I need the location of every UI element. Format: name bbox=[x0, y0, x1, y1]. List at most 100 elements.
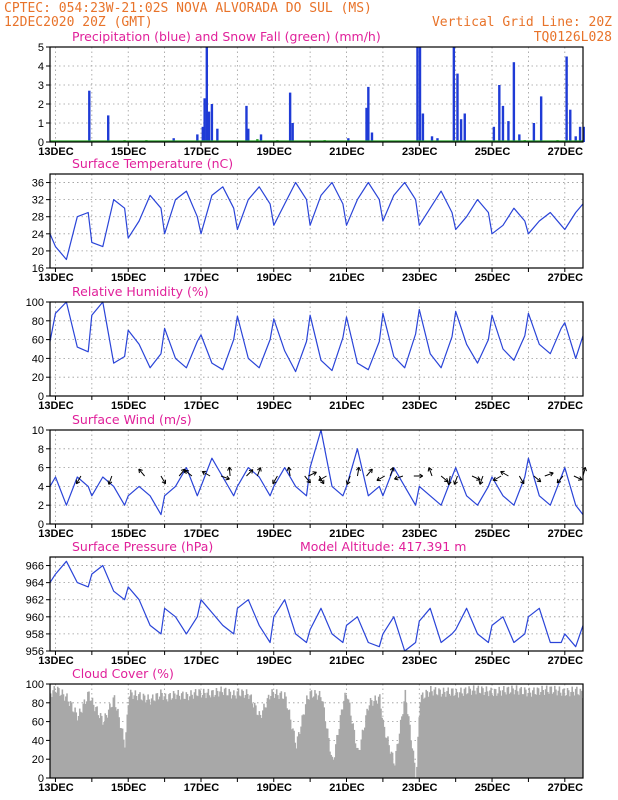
wind-arrow bbox=[573, 475, 583, 481]
wind-arrow-shaft bbox=[448, 475, 451, 485]
cloud-bar bbox=[560, 695, 563, 778]
cloud-bar bbox=[490, 687, 492, 778]
cloud-bar bbox=[78, 708, 81, 778]
cloud-bar bbox=[467, 693, 469, 778]
wind-arrow bbox=[366, 468, 373, 477]
y-tick-label: 80 bbox=[32, 316, 44, 328]
cloud-bar bbox=[573, 695, 576, 778]
precip-bar bbox=[288, 92, 292, 142]
wind-arrow-head bbox=[257, 467, 261, 471]
cloud-bar bbox=[332, 759, 335, 778]
cloud-bar bbox=[221, 692, 224, 778]
cloud-bar bbox=[207, 688, 210, 778]
cloud-bar bbox=[125, 732, 127, 778]
wind-arrow-shaft bbox=[440, 475, 449, 483]
cloud-bar bbox=[313, 696, 315, 778]
cloud-bar bbox=[292, 728, 294, 778]
cloud-bar bbox=[398, 733, 401, 778]
cloud-bar bbox=[153, 700, 155, 778]
cloud-bar bbox=[92, 704, 95, 778]
cloud-bar bbox=[390, 751, 393, 778]
precip-bar bbox=[498, 85, 501, 142]
wind-arrow-head bbox=[419, 473, 424, 477]
wind-arrow-head bbox=[419, 475, 424, 479]
x-tick-label: 17DEC bbox=[184, 272, 220, 284]
cloud-bar bbox=[450, 688, 453, 778]
wind-arrow bbox=[492, 475, 502, 482]
header-date: 12DEC2020 20Z (GMT) bbox=[4, 15, 153, 30]
cloud-bar bbox=[171, 698, 174, 778]
cloud-bar bbox=[353, 729, 356, 778]
cloud-bar bbox=[519, 688, 521, 778]
cloud-bar bbox=[514, 689, 517, 778]
cloud-bar bbox=[578, 695, 580, 778]
y-tick-label: 1 bbox=[38, 118, 44, 130]
cloud-bar bbox=[419, 702, 422, 778]
cloud-bar bbox=[505, 694, 507, 778]
cloud-bar bbox=[361, 729, 364, 778]
wind-arrow-shaft bbox=[366, 468, 373, 477]
cloud-bar bbox=[352, 723, 354, 778]
x-tick-label: 23DEC bbox=[402, 272, 438, 284]
wind-arrow-shaft bbox=[272, 475, 278, 485]
cloud-bar bbox=[405, 702, 408, 778]
cloud-bar bbox=[255, 705, 257, 778]
cloud-bar bbox=[295, 748, 298, 778]
cloud-bar bbox=[69, 701, 72, 778]
cloud-bar bbox=[402, 714, 404, 778]
cloud-bar bbox=[143, 695, 146, 778]
precip-bar bbox=[459, 119, 463, 142]
x-tick-label: 25DEC bbox=[475, 528, 511, 540]
cloud-bar bbox=[263, 703, 265, 778]
x-tick-label: 25DEC bbox=[475, 400, 511, 412]
cloud-bar bbox=[491, 694, 494, 778]
cloud-bar bbox=[236, 691, 239, 778]
cloud-bar bbox=[176, 694, 178, 778]
cloud-bar bbox=[556, 695, 558, 778]
cloud-bar bbox=[289, 719, 292, 778]
cloud-bar bbox=[345, 695, 348, 778]
wind-arrow-shaft bbox=[573, 475, 583, 481]
wind-arrow-head bbox=[251, 469, 254, 474]
wind-arrow-shaft bbox=[471, 475, 481, 481]
panels: 0 1 2 3 4 5 13DEC 15DEC 17DEC 19DEC 21DEC 23DEC 25DE… bbox=[26, 29, 587, 794]
cloud-bar bbox=[409, 724, 411, 778]
precip-bar bbox=[512, 62, 516, 143]
cloud-bar bbox=[325, 728, 328, 778]
precip-bar bbox=[532, 123, 536, 142]
x-tick-label: 27DEC bbox=[548, 782, 584, 794]
cloud-bar bbox=[496, 695, 498, 778]
cloud-bar bbox=[122, 739, 125, 778]
cloud-bar bbox=[457, 697, 460, 778]
cloud-bar bbox=[248, 698, 250, 778]
wind-arrow-head bbox=[288, 466, 292, 471]
wind-arrow-head bbox=[272, 481, 277, 485]
cloud-bar bbox=[165, 699, 168, 778]
wind-arrow-head bbox=[584, 467, 587, 472]
cloud-bar bbox=[99, 713, 102, 778]
precip-bar bbox=[452, 47, 456, 142]
cloud-bar bbox=[493, 688, 496, 778]
cloud-bar bbox=[244, 695, 247, 778]
cloud-bar bbox=[559, 692, 562, 778]
cloud-bar bbox=[368, 705, 371, 778]
precip-bar bbox=[582, 126, 585, 142]
cloud-bar bbox=[566, 687, 569, 778]
cloud-bar bbox=[462, 695, 465, 778]
cloud-bar bbox=[272, 691, 275, 778]
cloud-bar bbox=[220, 686, 222, 778]
temp-line bbox=[49, 181, 584, 261]
cloud-bar bbox=[224, 687, 227, 778]
cloud-bar bbox=[228, 688, 230, 778]
cloud-bar bbox=[281, 698, 284, 778]
wind-arrow bbox=[318, 475, 327, 482]
cloud-bar bbox=[102, 724, 104, 778]
x-tick-label: 23DEC bbox=[402, 528, 438, 540]
cloud-bar bbox=[392, 763, 395, 778]
cloud-bar bbox=[163, 696, 166, 778]
cloud-bar bbox=[347, 699, 350, 778]
wind-arrow-head bbox=[446, 477, 449, 482]
cloud-bar bbox=[293, 730, 295, 778]
cloud-bar bbox=[563, 688, 565, 778]
cloud-bar bbox=[437, 695, 439, 778]
